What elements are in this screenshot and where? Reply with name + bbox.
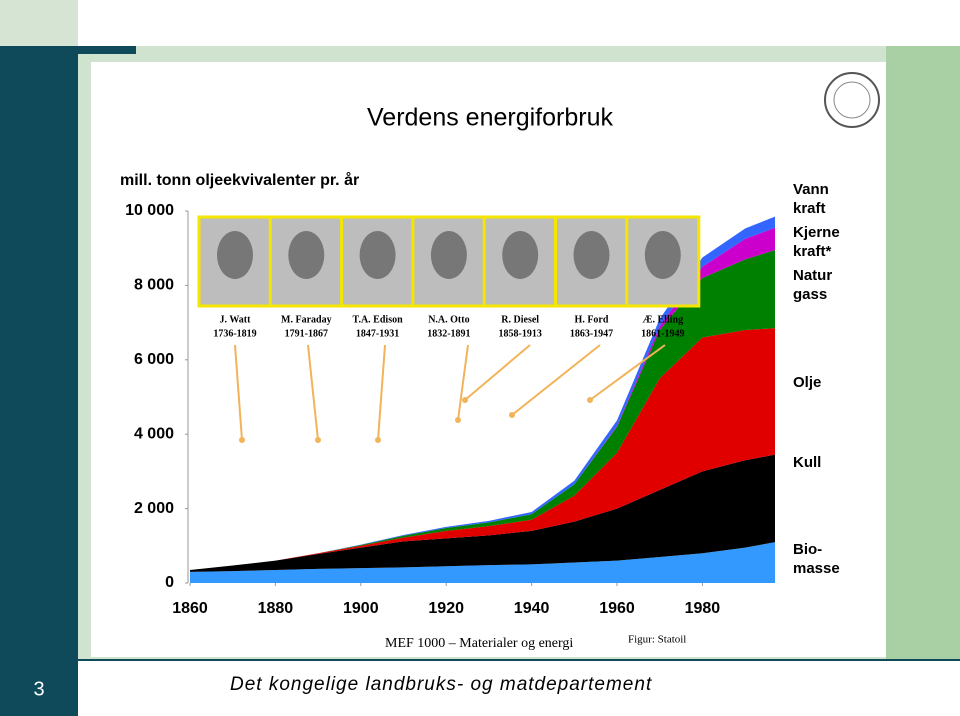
portrait-years: 1832-1891 <box>427 328 470 339</box>
footer: Det kongelige landbruks- og matdeparteme… <box>230 674 652 695</box>
arrow-head <box>455 417 461 423</box>
arrow <box>234 344 243 441</box>
area <box>190 328 775 570</box>
arrow <box>464 344 531 401</box>
area <box>190 250 775 570</box>
arrow-head <box>375 437 381 443</box>
portrait-face <box>430 231 467 279</box>
right-band <box>886 46 960 660</box>
x-tick-label: 1940 <box>514 600 550 617</box>
portrait-name: N.A. Otto <box>428 314 469 325</box>
corner <box>0 0 78 46</box>
portrait-name: M. Faraday <box>281 314 332 325</box>
arrow-head <box>462 397 468 403</box>
portraits: J. Watt 1736-1819 M. Faraday 1791-1867 T.A. … <box>197 215 701 443</box>
portrait-face <box>644 231 681 279</box>
portrait-face <box>288 231 325 279</box>
x-tick-label: 1880 <box>258 600 294 617</box>
portrait-years: 1847-1931 <box>356 328 399 339</box>
page-number: 3 <box>33 678 44 700</box>
portrait-name: T.A. Edison <box>353 314 404 325</box>
arrow-head <box>587 397 593 403</box>
accent <box>78 46 136 54</box>
top-band <box>78 0 960 46</box>
portrait-name: J. Watt <box>220 314 252 325</box>
portrait-name: H. Ford <box>575 314 609 325</box>
portrait-years: 1791-1867 <box>285 328 328 339</box>
arrow-head <box>315 437 321 443</box>
portrait-name: Æ. Elling <box>643 314 684 325</box>
area <box>190 542 775 583</box>
logo <box>824 72 880 128</box>
portrait-face <box>217 231 253 279</box>
page-box <box>0 660 78 716</box>
arrow <box>589 344 666 401</box>
portrait-years: 1858-1913 <box>499 328 542 339</box>
arrow <box>377 344 386 441</box>
legend-entry: Bio-masse <box>793 541 840 577</box>
left-band <box>0 0 78 716</box>
y-tick-label: 8 000 <box>134 277 174 294</box>
legend-entry: Natur gass <box>793 267 833 303</box>
legend-entry: Vann kraft <box>793 181 829 217</box>
y-tick-label: 4 000 <box>134 425 174 442</box>
portrait-years: 1736-1819 <box>213 328 256 339</box>
y-axis-label: mill. tonn oljeekvivalenter pr. år <box>120 171 359 189</box>
arrow <box>307 344 319 441</box>
y-tick-label: 2 000 <box>134 500 174 517</box>
source: Figur: Statoil <box>628 634 686 646</box>
legend-entry: Kjerne kraft* <box>793 224 840 260</box>
y-tick-label: 10 000 <box>125 202 174 219</box>
portrait-name: R. Diesel <box>501 314 539 325</box>
y-tick-label: 6 000 <box>134 351 174 368</box>
slide-title: Verdens energiforbruk <box>367 104 613 132</box>
arrow-head <box>509 412 515 418</box>
legend-entry: Olje <box>793 374 822 391</box>
x-tick-label: 1960 <box>599 600 635 617</box>
plot: 0 2 000 4 000 6 000 8 000 10 000 1860 1880 1900 1… <box>125 202 775 617</box>
arrow <box>511 344 601 416</box>
area <box>190 454 775 572</box>
x-tick-label: 1900 <box>343 600 379 617</box>
logo-inner <box>833 81 871 119</box>
arrow-head <box>239 437 245 443</box>
x-tick-label: 1860 <box>172 600 208 617</box>
area <box>190 227 775 570</box>
portrait-face <box>359 231 396 279</box>
x-tick-label: 1920 <box>428 600 464 617</box>
portrait-face <box>502 231 539 279</box>
portrait-face <box>573 231 610 279</box>
arrow <box>457 344 469 421</box>
x-tick-label: 1980 <box>685 600 721 617</box>
y-tick-label: 0 <box>165 574 174 591</box>
caption: MEF 1000 – Materialer og energi <box>385 636 573 651</box>
portrait-years: 1861-1949 <box>641 328 684 339</box>
legend-entry: Kull <box>793 454 822 471</box>
portrait-years: 1863-1947 <box>570 328 613 339</box>
area <box>190 216 775 570</box>
